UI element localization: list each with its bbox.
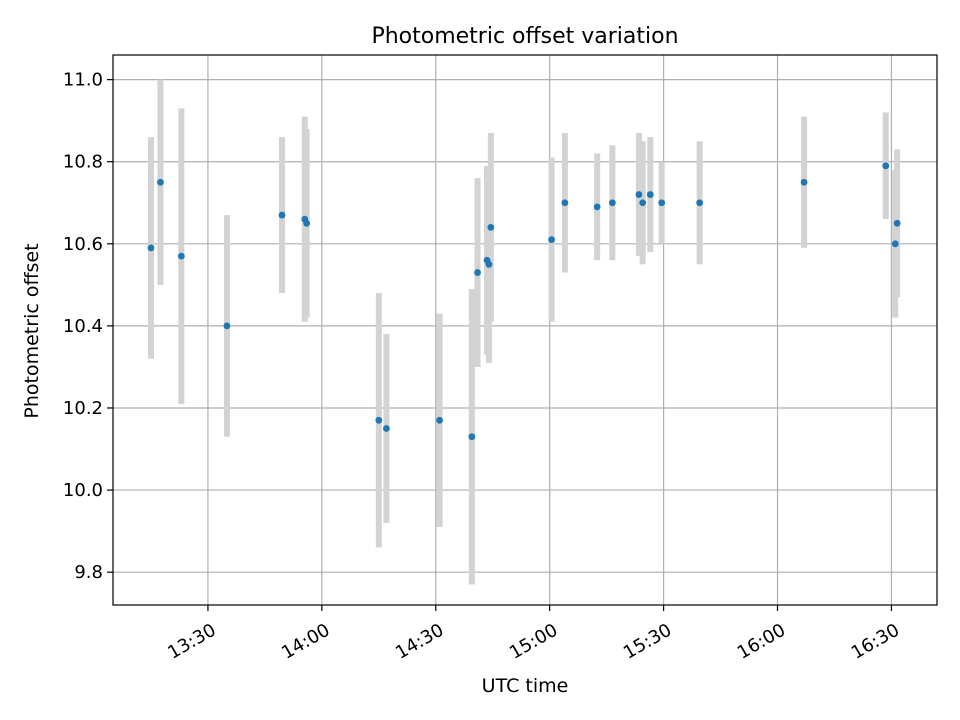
data-point xyxy=(561,199,569,207)
data-point xyxy=(278,211,286,219)
data-point xyxy=(646,191,654,198)
data-point xyxy=(223,322,231,330)
data-point xyxy=(608,199,616,207)
plot-frame xyxy=(112,54,938,606)
data-point xyxy=(177,252,185,260)
data-point xyxy=(436,416,443,424)
data-point xyxy=(548,236,555,244)
data-point xyxy=(696,199,704,207)
y-axis-ticks: 9.8 10.0 10.2 10.4 10.6 10.8 11.0 xyxy=(63,70,113,583)
data-points xyxy=(147,162,901,441)
data-point xyxy=(893,219,901,227)
data-point xyxy=(375,416,383,424)
y-tick-label: 11.0 xyxy=(63,70,103,91)
data-point xyxy=(639,199,647,207)
data-point xyxy=(147,244,155,252)
data-point xyxy=(383,425,390,432)
data-point xyxy=(882,162,890,170)
data-point xyxy=(474,269,481,276)
data-point xyxy=(487,223,495,231)
data-point xyxy=(800,178,808,186)
data-point xyxy=(635,191,643,198)
data-point xyxy=(891,240,899,248)
data-point xyxy=(303,219,311,227)
data-point xyxy=(485,260,493,268)
data-point xyxy=(593,203,601,211)
y-tick-label: 10.2 xyxy=(63,398,103,419)
data-point xyxy=(468,433,476,441)
y-tick-label: 10.6 xyxy=(63,234,103,255)
y-tick-label: 10.0 xyxy=(63,480,103,501)
y-tick-label: 9.8 xyxy=(74,562,103,583)
data-point xyxy=(658,199,666,207)
grid xyxy=(113,55,937,605)
x-axis-label: UTC time xyxy=(482,675,569,697)
data-point xyxy=(157,178,164,186)
y-tick-label: 10.8 xyxy=(63,152,103,173)
y-tick-label: 10.4 xyxy=(63,316,103,337)
y-axis-label: Photometric offset xyxy=(21,243,43,418)
chart-title: Photometric offset variation xyxy=(371,24,678,49)
